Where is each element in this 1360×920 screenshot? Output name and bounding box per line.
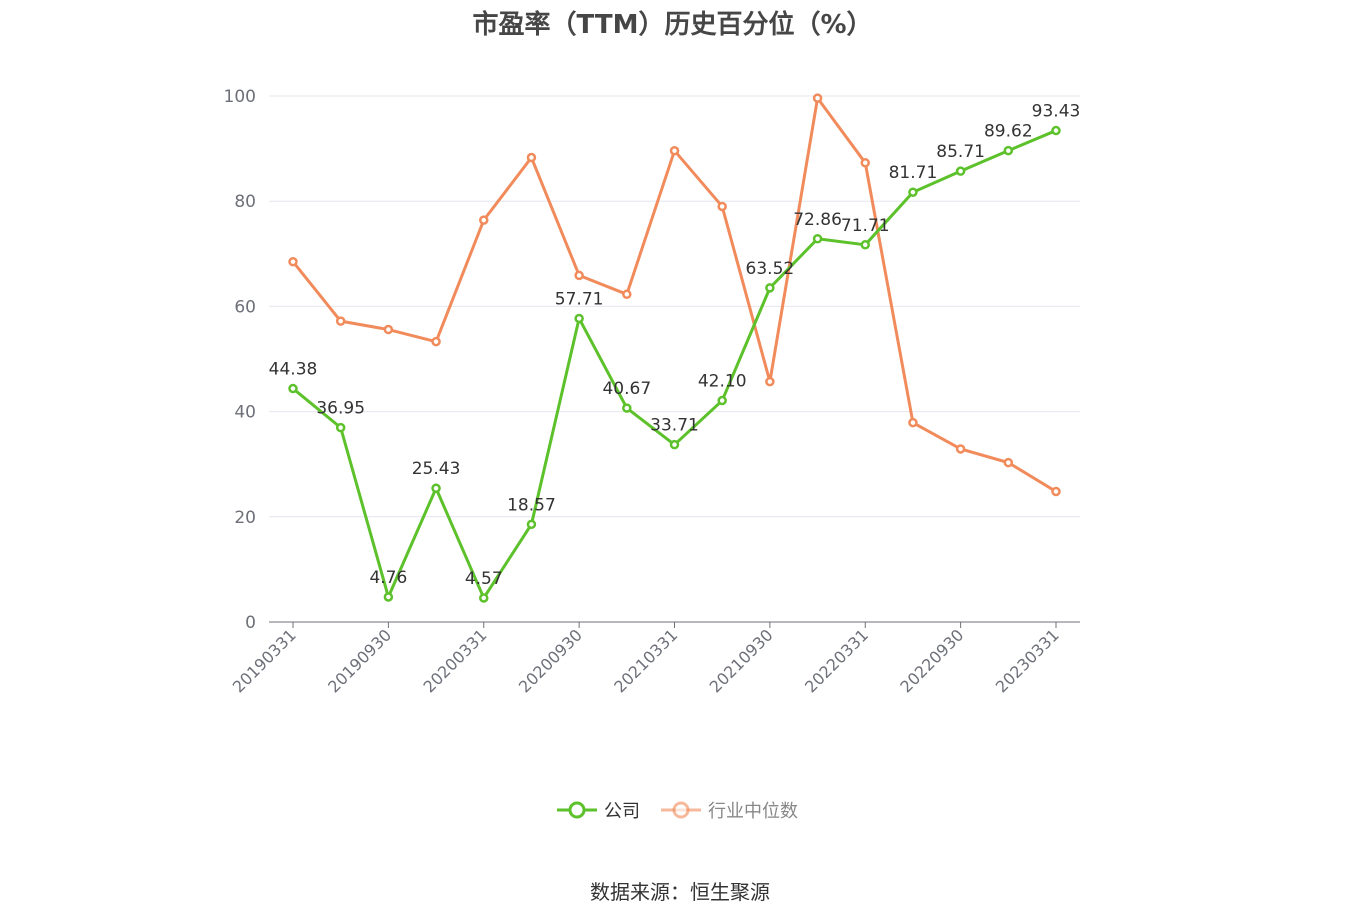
- data-point: [860, 240, 870, 250]
- data-labels: 44.38 36.95 4.76 25.43 4.57 18.57 57.71 40.67 33…: [269, 102, 1081, 589]
- legend-swatch-marker: [568, 801, 586, 819]
- data-point: [955, 166, 966, 176]
- data-point: [479, 593, 489, 603]
- grid-lines: [269, 95, 1080, 518]
- data-point: [765, 376, 775, 387]
- data-point: [717, 201, 727, 212]
- data-point: [1051, 125, 1061, 136]
- legend-label: 行业中位数: [708, 801, 798, 822]
- source-note: 数据来源：恒生聚源: [590, 880, 770, 904]
- data-label: 25.43: [412, 459, 461, 479]
- data-point: [288, 383, 298, 394]
- data-point: [908, 417, 918, 428]
- y-tick-label: 40: [234, 403, 256, 423]
- data-label: 4.57: [465, 569, 503, 589]
- x-tick-label: 20200930: [515, 625, 586, 696]
- legend-label: 公司: [604, 801, 640, 822]
- y-tick-label: 60: [234, 297, 256, 317]
- data-point: [335, 316, 346, 326]
- x-tick-label: 20220331: [801, 625, 872, 696]
- data-point: [908, 187, 918, 197]
- data-point: [526, 152, 537, 163]
- legend: 公司 行业中位数: [557, 801, 798, 822]
- data-point: [812, 93, 823, 103]
- data-point: [288, 256, 298, 267]
- data-point: [574, 270, 584, 281]
- data-point: [383, 324, 394, 335]
- x-tick-label: 20220930: [896, 625, 967, 696]
- x-tick-label: 20210930: [706, 625, 777, 696]
- data-point: [1051, 486, 1061, 497]
- data-point: [335, 422, 346, 433]
- data-label: 42.10: [698, 372, 747, 392]
- data-label: 18.57: [507, 495, 556, 515]
- data-label: 81.71: [889, 163, 938, 183]
- data-label: 4.76: [369, 568, 407, 588]
- data-point: [669, 439, 680, 450]
- data-point: [622, 403, 632, 413]
- x-tick-label: 20190930: [324, 625, 395, 696]
- series-layer: [288, 93, 1061, 603]
- data-point: [431, 336, 441, 347]
- data-label: 85.71: [936, 142, 985, 162]
- legend-swatch-marker: [672, 801, 690, 819]
- data-label: 63.52: [746, 259, 795, 279]
- data-label: 36.95: [316, 399, 365, 419]
- data-point: [574, 313, 584, 324]
- data-point: [383, 592, 394, 602]
- data-label: 93.43: [1032, 102, 1081, 122]
- series-line: [292, 129, 1057, 600]
- y-tick-label: 0: [245, 613, 256, 633]
- data-label: 33.71: [650, 416, 699, 436]
- x-tick-label: 20190331: [229, 625, 300, 696]
- data-point: [1003, 145, 1014, 156]
- axes: 0 20 40 60 80 100 20190331 20190930 20200331 2020…: [224, 87, 1080, 696]
- y-tick-label: 100: [224, 87, 256, 107]
- data-label: 44.38: [269, 360, 318, 380]
- data-point: [812, 234, 823, 244]
- data-point: [669, 145, 680, 156]
- data-label: 71.71: [841, 216, 890, 236]
- data-point: [860, 158, 870, 168]
- data-point: [622, 289, 632, 300]
- y-tick-label: 80: [234, 192, 256, 212]
- data-label: 89.62: [984, 122, 1033, 142]
- x-tick-label: 20200331: [420, 625, 491, 696]
- data-point: [765, 283, 775, 293]
- chart-title: 市盈率（TTM）历史百分位（%）: [472, 10, 873, 40]
- data-label: 72.86: [793, 210, 842, 230]
- x-tick-label: 20210331: [610, 625, 681, 696]
- x-tick-label: 20230331: [992, 625, 1063, 696]
- data-label: 40.67: [602, 379, 651, 399]
- data-point: [1003, 457, 1014, 468]
- data-point: [526, 519, 537, 530]
- data-point: [431, 483, 441, 493]
- data-label: 57.71: [555, 289, 604, 309]
- y-tick-label: 20: [234, 508, 256, 528]
- data-point: [717, 395, 727, 406]
- data-point: [955, 444, 966, 454]
- data-point: [479, 215, 489, 225]
